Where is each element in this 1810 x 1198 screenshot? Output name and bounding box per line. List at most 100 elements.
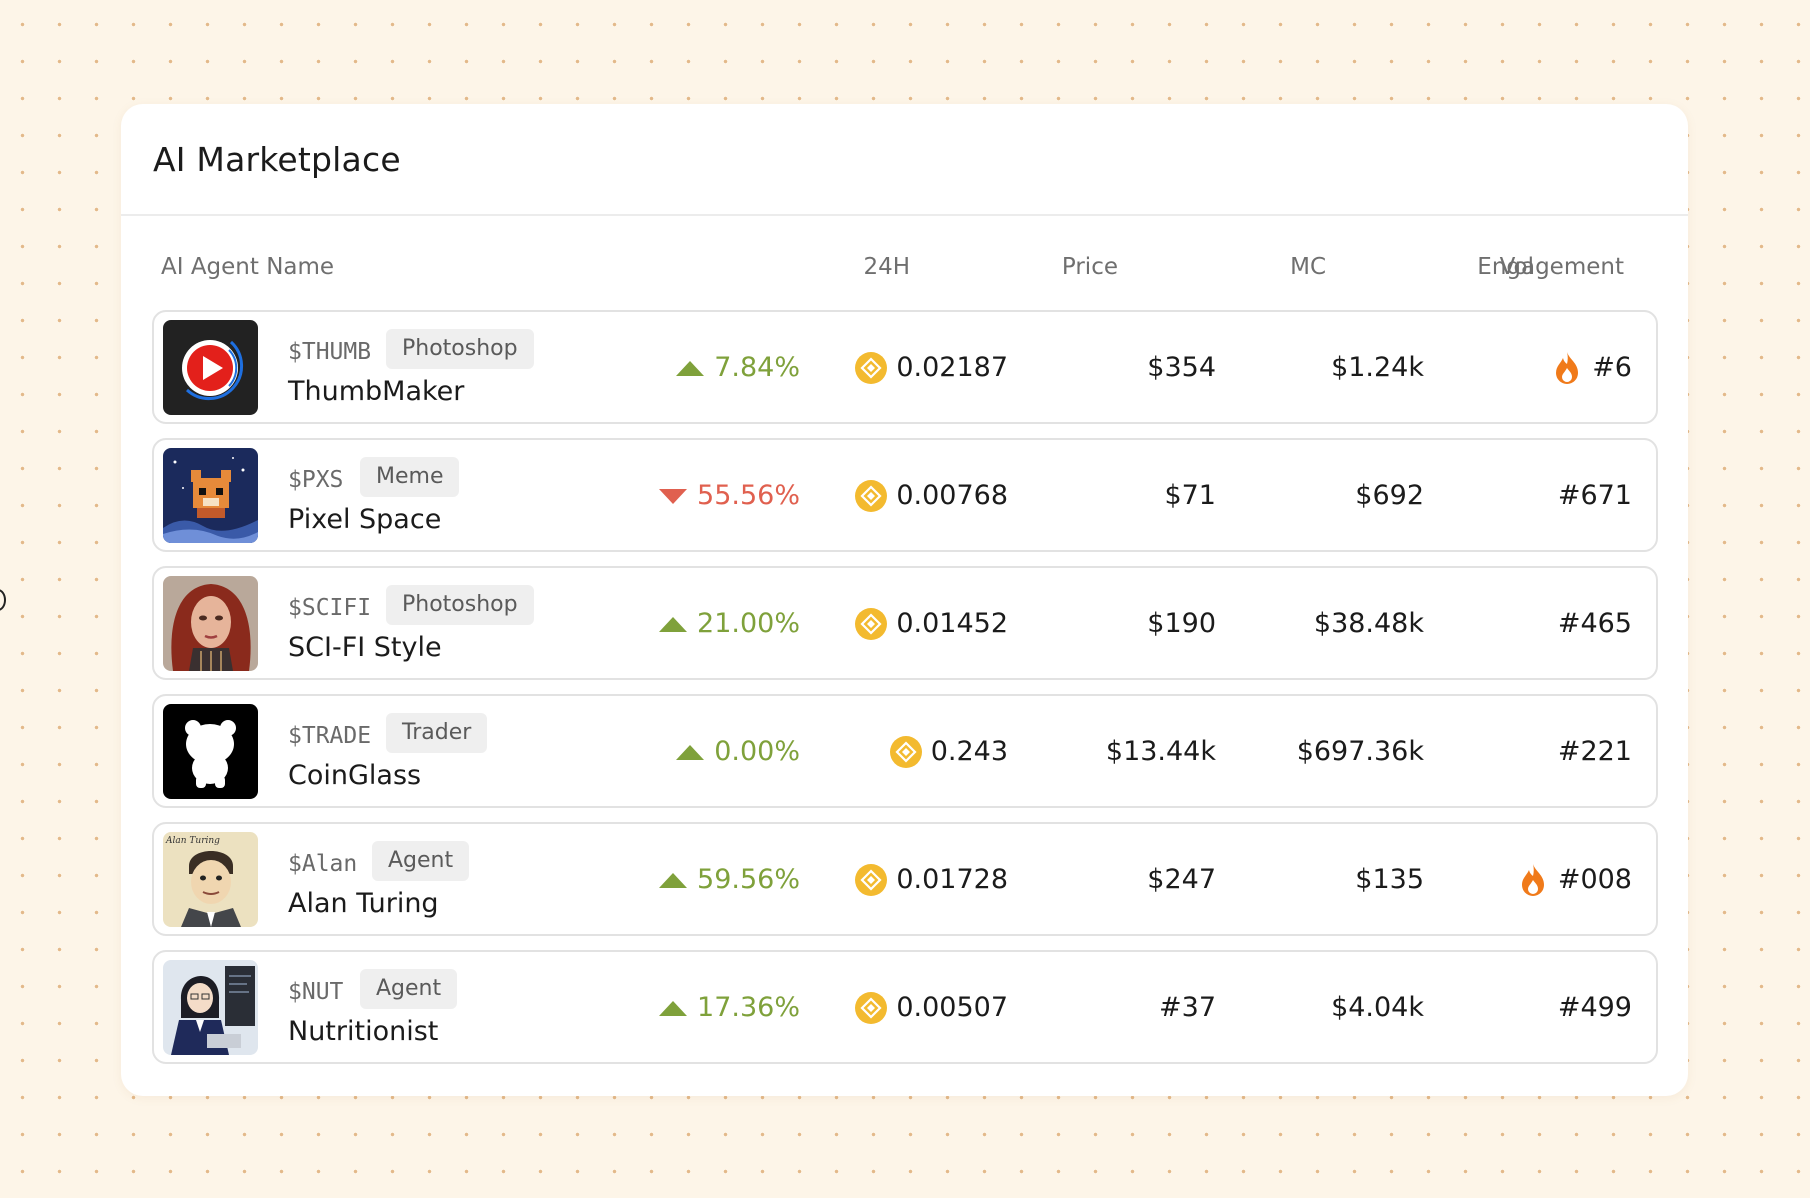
change-24h: 59.56% — [659, 860, 800, 900]
price: 0.00768 — [855, 476, 1008, 516]
price-value: 0.243 — [930, 736, 1008, 767]
table-row[interactable]: $THUMB Photoshop ThumbMaker 7.84% 0.0218… — [152, 310, 1658, 424]
engagement-value: #671 — [1557, 480, 1632, 511]
engagement: #671 — [1558, 476, 1632, 516]
play-logo-icon — [163, 320, 258, 415]
table-row[interactable]: $TRADE Trader CoinGlass 0.00% 0.243 $13.… — [152, 694, 1658, 808]
agent-list: $THUMB Photoshop ThumbMaker 7.84% 0.0218… — [152, 310, 1658, 1078]
change-value: 7.84% — [714, 352, 800, 383]
market-cap: $354 — [1147, 352, 1216, 383]
bnb-coin-icon — [855, 480, 888, 512]
agent-name[interactable]: Nutritionist — [288, 1016, 439, 1047]
change-24h: 0.00% — [676, 732, 800, 772]
triangle-down-icon — [659, 488, 688, 504]
agent-name[interactable]: CoinGlass — [288, 760, 422, 791]
market-cap: $13.44k — [1105, 736, 1216, 767]
price: 0.243 — [889, 732, 1008, 772]
agent-ticker: $TRADE — [288, 723, 372, 749]
volume: $4.04k — [1331, 992, 1424, 1023]
change-value: 0.00% — [714, 736, 800, 767]
table-row[interactable]: $NUT Agent Nutritionist 17.36% 0.00507 #… — [152, 950, 1658, 1064]
bear-logo-icon — [163, 704, 258, 799]
market-cap: $71 — [1164, 480, 1216, 511]
volume: $692 — [1355, 480, 1424, 511]
avatar-caption: Alan Turing — [165, 836, 220, 846]
engagement-value: #465 — [1557, 608, 1632, 639]
volume: $697.36k — [1296, 736, 1424, 767]
bnb-coin-icon — [889, 736, 922, 768]
engagement-value: #221 — [1557, 736, 1632, 767]
column-header-price[interactable]: Price — [1061, 254, 1118, 280]
price-value: 0.00768 — [896, 480, 1008, 511]
price: 0.02187 — [855, 348, 1008, 388]
table-row[interactable]: $SCIFI Photoshop SCI-FI Style 21.00% 0.0… — [152, 566, 1658, 680]
cursor-indicator — [0, 589, 6, 611]
change-value: 21.00% — [697, 608, 800, 639]
change-24h: 7.84% — [676, 348, 800, 388]
table-row[interactable]: $PXS Meme Pixel Space 55.56% 0.00768 $71… — [152, 438, 1658, 552]
triangle-up-icon — [659, 872, 688, 888]
engagement: #221 — [1558, 732, 1632, 772]
change-24h: 21.00% — [659, 604, 800, 644]
table-header: AI Agent Name 24H Price MC Vol Engagemen… — [121, 216, 1688, 314]
triangle-up-icon — [676, 744, 705, 760]
scifi-portrait-icon — [163, 576, 258, 671]
engagement: #499 — [1558, 988, 1632, 1028]
page-title: AI Marketplace — [153, 139, 401, 179]
column-header-engagement[interactable]: Engagement — [1477, 254, 1624, 280]
agent-ticker: $THUMB — [288, 339, 372, 365]
agent-tag: Agent — [360, 969, 458, 1009]
volume: $135 — [1355, 864, 1424, 895]
agent-ticker: $Alan — [288, 851, 358, 877]
triangle-up-icon — [676, 360, 705, 376]
bnb-coin-icon — [855, 992, 888, 1024]
column-header-name[interactable]: AI Agent Name — [161, 254, 335, 280]
card-header: AI Marketplace — [121, 104, 1688, 216]
price-value: 0.00507 — [896, 992, 1008, 1023]
bnb-coin-icon — [855, 608, 888, 640]
change-value: 55.56% — [697, 480, 800, 511]
flame-icon — [1552, 351, 1582, 385]
agent-tag: Meme — [360, 457, 460, 497]
price-value: 0.01728 — [896, 864, 1008, 895]
engagement-value: #008 — [1557, 864, 1632, 895]
column-header-mc[interactable]: MC — [1290, 254, 1326, 280]
market-cap: $247 — [1147, 864, 1216, 895]
volume: $1.24k — [1331, 352, 1424, 383]
agent-name[interactable]: Alan Turing — [288, 888, 439, 919]
agent-ticker: $PXS — [288, 467, 344, 493]
change-24h: 55.56% — [659, 476, 800, 516]
agent-name[interactable]: SCI-FI Style — [288, 632, 442, 663]
agent-tag: Photoshop — [386, 585, 534, 625]
triangle-up-icon — [659, 1000, 688, 1016]
column-header-24h[interactable]: 24H — [863, 254, 910, 280]
market-cap: $190 — [1147, 608, 1216, 639]
anime-girl-icon — [163, 960, 258, 1055]
price-value: 0.01452 — [896, 608, 1008, 639]
market-cap: #37 — [1159, 992, 1216, 1023]
engagement: #008 — [1518, 860, 1632, 900]
price: 0.01452 — [855, 604, 1008, 644]
flame-icon — [1518, 863, 1548, 897]
price: 0.00507 — [855, 988, 1008, 1028]
triangle-up-icon — [659, 616, 688, 632]
agent-tag: Agent — [372, 841, 470, 881]
agent-name[interactable]: Pixel Space — [288, 504, 442, 535]
table-row[interactable]: Alan Turing $Alan Agent Alan Turing 59.5… — [152, 822, 1658, 936]
agent-ticker: $NUT — [288, 979, 344, 1005]
agent-ticker: $SCIFI — [288, 595, 372, 621]
price: 0.01728 — [855, 860, 1008, 900]
alan-caricature-icon: Alan Turing — [163, 832, 258, 927]
change-value: 17.36% — [697, 992, 800, 1023]
ai-marketplace-card: AI Marketplace AI Agent Name 24H Price M… — [121, 104, 1688, 1096]
engagement-value: #499 — [1557, 992, 1632, 1023]
change-value: 59.56% — [697, 864, 800, 895]
bnb-coin-icon — [855, 864, 888, 896]
agent-name[interactable]: ThumbMaker — [288, 376, 465, 407]
agent-tag: Photoshop — [386, 329, 534, 369]
engagement: #465 — [1558, 604, 1632, 644]
pixel-fox-icon — [163, 448, 258, 543]
engagement-value: #6 — [1592, 352, 1632, 383]
column-header-vol[interactable]: Vol — [1499, 254, 1534, 280]
bnb-coin-icon — [855, 352, 888, 384]
